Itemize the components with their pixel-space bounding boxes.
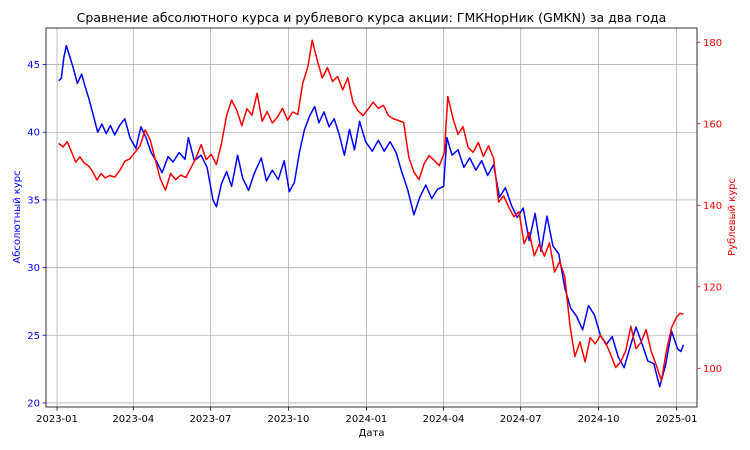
x-tick-label: 2023-07 <box>190 414 232 425</box>
y-right-tick-label: 100 <box>703 364 722 375</box>
y-right-tick-label: 180 <box>703 38 722 49</box>
y-right-tick-label: 160 <box>703 119 722 130</box>
x-tick-label: 2024-07 <box>500 414 542 425</box>
y-axis-label-right: Рублевый курс <box>727 178 738 256</box>
x-tick-label: 2024-01 <box>346 414 388 425</box>
y-left-tick-label: 45 <box>27 60 40 71</box>
y-right-tick-label: 120 <box>703 282 722 293</box>
y-left-tick-label: 20 <box>27 398 40 409</box>
x-tick-label: 2023-01 <box>36 414 78 425</box>
y-right-tick-label: 140 <box>703 201 722 212</box>
x-tick-label: 2023-10 <box>268 414 310 425</box>
x-tick-label: 2023-04 <box>112 414 154 425</box>
grid <box>46 28 697 407</box>
x-tick-label: 2024-10 <box>578 414 620 425</box>
x-axis-label: Дата <box>359 428 385 439</box>
y-left-tick-label: 30 <box>27 263 40 274</box>
plot-frame <box>45 27 698 408</box>
ruble-price-line <box>58 39 684 382</box>
absolute-price-line <box>58 44 685 388</box>
x-tick-label: 2024-04 <box>423 414 465 425</box>
y-axis-label-left: Абсолютный курс <box>12 170 23 263</box>
x-tick-label: 2025-01 <box>656 414 698 425</box>
y-left-tick-label: 35 <box>27 195 40 206</box>
y-left-tick-label: 40 <box>27 128 40 139</box>
axes: 2023-01 2023-04 2023-07 2023-10 2024-01 2024-… <box>27 38 722 425</box>
y-left-tick-label: 25 <box>27 331 40 342</box>
chart-title: Сравнение абсолютного курса и рублевого … <box>77 10 667 25</box>
series-lines <box>58 39 685 388</box>
